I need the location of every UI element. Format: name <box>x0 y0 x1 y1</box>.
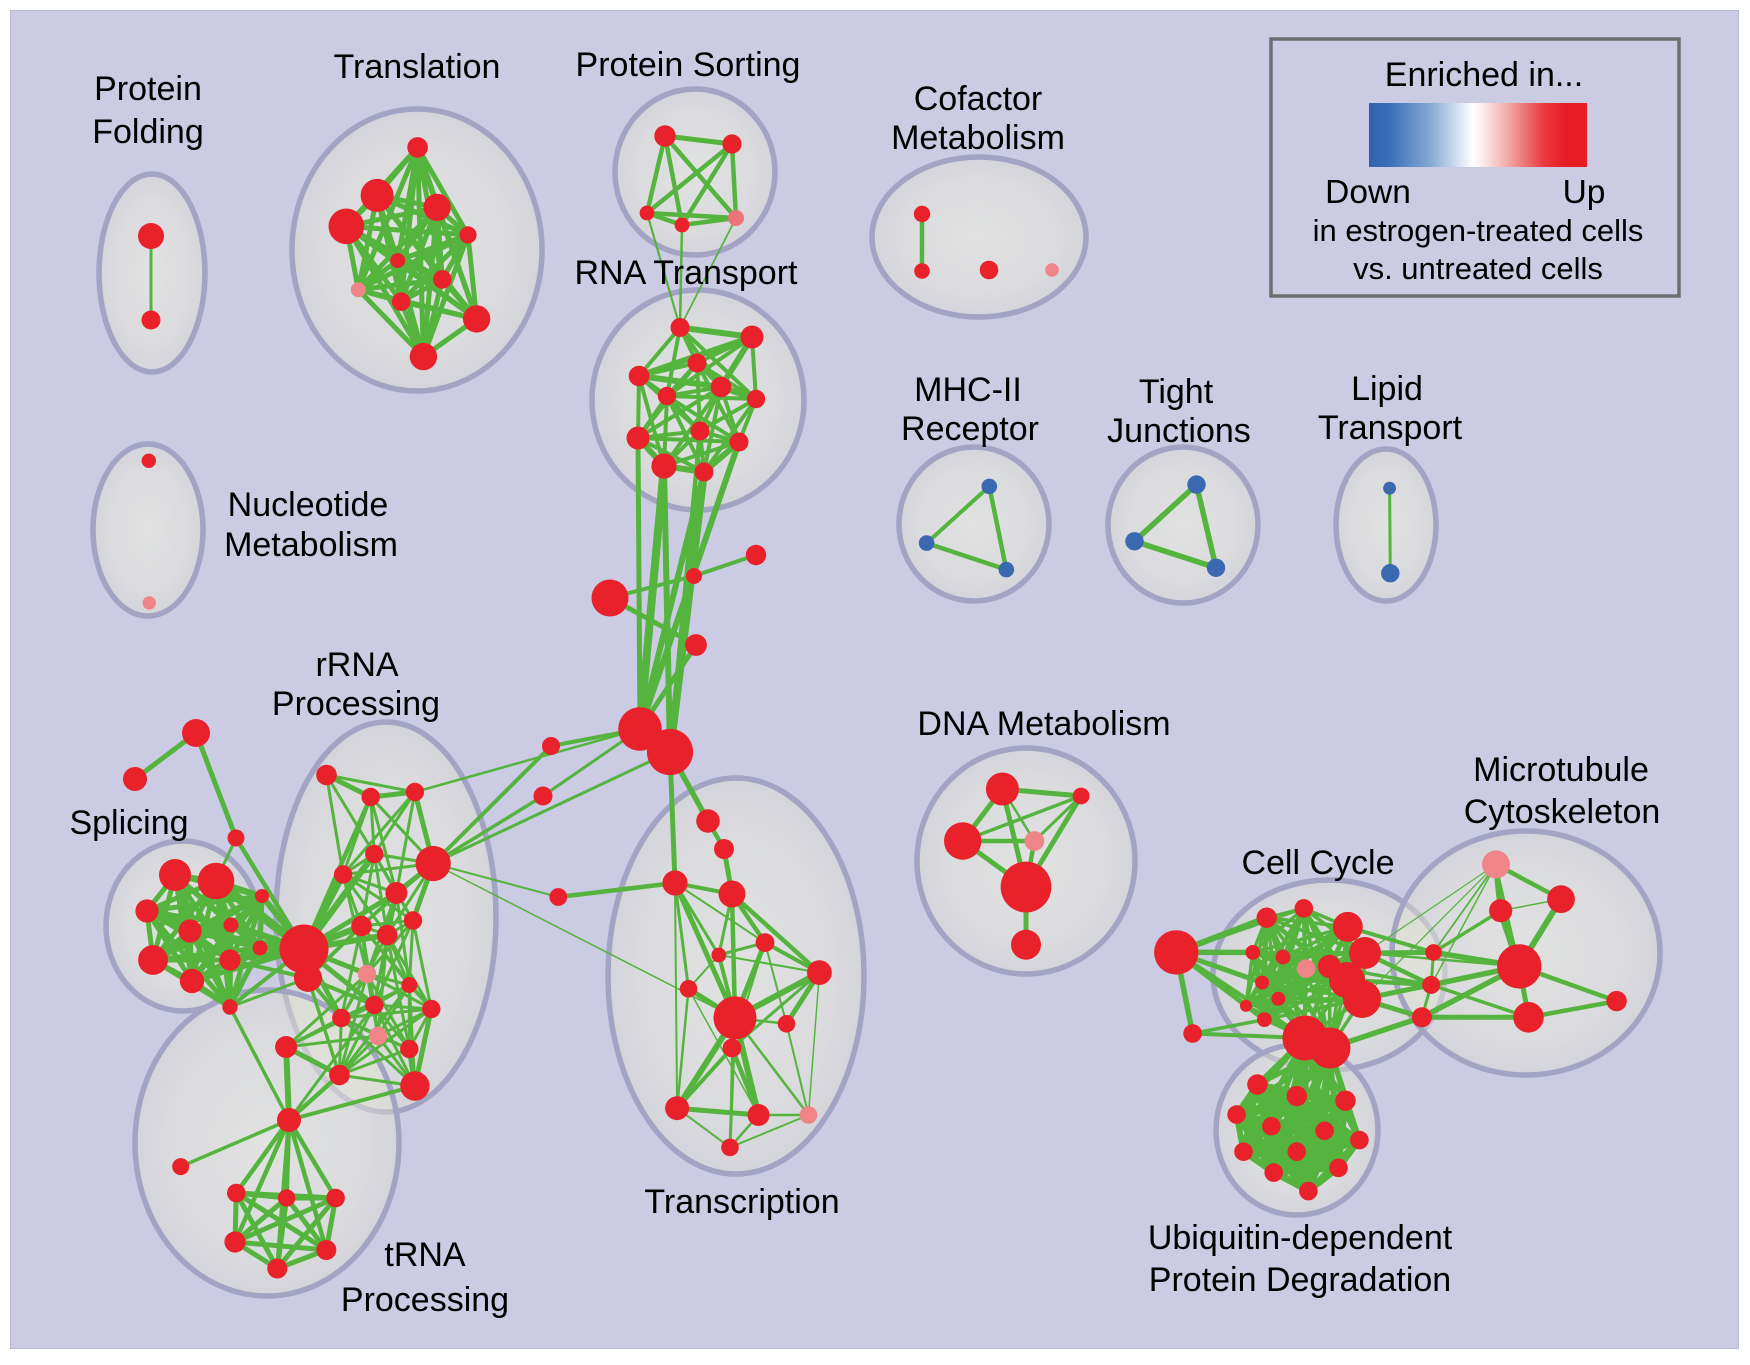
svg-text:Microtubule: Microtubule <box>1473 751 1649 789</box>
svg-text:DNA Metabolism: DNA Metabolism <box>917 705 1170 743</box>
svg-text:Nucleotide: Nucleotide <box>228 486 389 524</box>
svg-text:Tight: Tight <box>1139 373 1214 411</box>
svg-text:Transport: Transport <box>1318 409 1463 447</box>
svg-text:Cytoskeleton: Cytoskeleton <box>1464 793 1661 831</box>
svg-text:Metabolism: Metabolism <box>224 526 398 564</box>
svg-text:Enriched in...: Enriched in... <box>1385 56 1583 94</box>
svg-text:MHC-II: MHC-II <box>914 371 1022 409</box>
svg-text:Ubiquitin-dependent: Ubiquitin-dependent <box>1148 1219 1453 1257</box>
svg-text:in estrogen-treated cells: in estrogen-treated cells <box>1313 213 1644 248</box>
svg-text:Protein Sorting: Protein Sorting <box>576 46 801 84</box>
svg-text:Folding: Folding <box>92 113 204 151</box>
svg-text:Lipid: Lipid <box>1351 370 1423 408</box>
svg-text:Processing: Processing <box>272 685 440 723</box>
svg-text:Protein Degradation: Protein Degradation <box>1149 1261 1451 1299</box>
svg-text:Junctions: Junctions <box>1107 412 1251 450</box>
svg-text:Up: Up <box>1563 174 1606 211</box>
svg-text:Down: Down <box>1325 174 1411 211</box>
svg-text:Metabolism: Metabolism <box>891 119 1065 157</box>
svg-text:Cell Cycle: Cell Cycle <box>1241 844 1394 882</box>
svg-text:Protein: Protein <box>94 70 202 108</box>
svg-text:Translation: Translation <box>334 48 501 86</box>
svg-text:RNA Transport: RNA Transport <box>575 254 799 292</box>
svg-text:Receptor: Receptor <box>901 410 1039 448</box>
svg-text:Transcription: Transcription <box>644 1183 839 1221</box>
svg-text:Cofactor: Cofactor <box>914 80 1043 118</box>
svg-text:tRNA: tRNA <box>384 1236 466 1274</box>
svg-text:vs. untreated cells: vs. untreated cells <box>1353 251 1603 286</box>
svg-text:rRNA: rRNA <box>315 646 398 684</box>
svg-text:Processing: Processing <box>341 1281 509 1319</box>
svg-text:Splicing: Splicing <box>69 804 188 842</box>
